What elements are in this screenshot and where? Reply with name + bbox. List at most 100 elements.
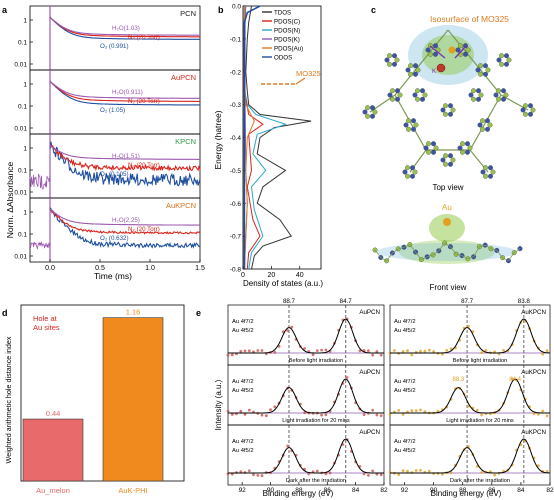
subplot-title: KPCN [175, 137, 196, 146]
bond [508, 252, 515, 261]
data-point [423, 410, 427, 414]
data-point [532, 412, 536, 416]
xtick-label: 92 [239, 487, 247, 494]
atom [408, 71, 413, 77]
atom [415, 88, 420, 94]
data-point [286, 329, 289, 332]
arrow [429, 45, 446, 59]
peak-position-label: 83.8 [518, 298, 531, 305]
atom [433, 145, 439, 151]
ytick-label: 0.01 [14, 190, 27, 197]
data-point [247, 469, 251, 473]
panel-b: b Energy (hatree) Density of states (a.u… [213, 4, 323, 289]
mo325-label: MO325 [296, 69, 321, 78]
atom [523, 111, 528, 117]
bond [398, 246, 405, 250]
data-point [239, 470, 243, 474]
subplot-pcn: 1 0.1 0.01 PCN H₂O(1.03) N₂ (20 Torr) O₂ (0.99… [14, 5, 201, 71]
atom [465, 141, 470, 147]
bond [447, 29, 502, 96]
data-point [324, 348, 328, 352]
h2o-label: H₂O(2.25) [112, 217, 140, 224]
data-point [371, 408, 375, 412]
subplot-frame [29, 5, 201, 71]
atom [406, 126, 411, 132]
atom [408, 63, 413, 69]
data-point [541, 409, 545, 413]
au-atom [443, 218, 451, 226]
atom [496, 57, 502, 63]
panel-b-letter: b [218, 5, 224, 15]
data-point [502, 348, 505, 352]
peak-label-7-2: Au 4f7/2 [394, 319, 416, 325]
h2o-curve [49, 16, 200, 36]
bar-value-label: 0.44 [46, 409, 61, 418]
bond [394, 94, 427, 151]
front-view-caption: Front view [430, 283, 467, 292]
data-point [545, 414, 549, 418]
data-point [537, 412, 540, 416]
data-point [545, 469, 549, 473]
data-point [324, 472, 328, 476]
atom [412, 169, 418, 175]
bond [496, 250, 503, 258]
atom [460, 141, 465, 147]
ytick-label: 0.1 [18, 40, 27, 47]
xtick-label: 1.0 [145, 265, 155, 272]
n2-curve [49, 80, 200, 102]
atom [471, 96, 476, 102]
top-view-caption: Top view [432, 183, 463, 192]
o2-curve [49, 16, 201, 40]
atom [426, 141, 431, 147]
ytick-label: 0.1 [18, 104, 27, 111]
data-point [230, 353, 234, 357]
odos-curve [243, 5, 261, 269]
n2-label: N₂ (20 Torr) [128, 226, 160, 233]
ytick-label: -0.7 [230, 234, 242, 241]
data-point [489, 470, 492, 473]
xtick-label: 86 [324, 487, 332, 494]
atom [465, 149, 470, 155]
bond [450, 246, 457, 255]
atom [493, 92, 499, 98]
xtick-label: 0.0 [45, 265, 55, 272]
data-point [414, 409, 418, 412]
data-point [449, 471, 453, 475]
atom [448, 161, 453, 167]
data-point [328, 471, 332, 475]
atom [384, 57, 390, 63]
k-label: K [432, 69, 436, 75]
data-point [379, 353, 383, 357]
ytick-label: -0.8 [230, 267, 242, 274]
data-point [427, 469, 431, 473]
data-point [226, 353, 230, 357]
bar-value-label: 1.16 [126, 308, 141, 317]
atom [415, 67, 421, 73]
atom [483, 71, 488, 77]
atom [392, 53, 397, 59]
legend-label: ODOS [274, 55, 292, 62]
fit-envelope [390, 378, 550, 414]
atom [390, 96, 395, 102]
atom [370, 105, 375, 111]
atom [443, 153, 448, 159]
xps-aukpcn: 87.7 83.8 AuKPCN Au 4f7/2 Au 4f5/2 Before lig… [388, 298, 554, 494]
atom [406, 118, 411, 124]
atom [426, 149, 431, 155]
h2o-curve [49, 80, 200, 99]
atom [405, 173, 410, 179]
data-point [475, 408, 479, 412]
atom [387, 61, 392, 67]
peak-label-5-2: Au 4f5/2 [232, 328, 254, 334]
atom [477, 122, 483, 128]
atom [423, 145, 429, 151]
row-caption: Light irradiation for 20 mins [446, 418, 514, 424]
atom [413, 63, 418, 69]
sample-label: AuKPCN [521, 369, 546, 376]
xtick-label: 82 [546, 487, 554, 494]
data-point [367, 474, 370, 477]
data-point [419, 349, 422, 353]
data-point [419, 468, 422, 472]
peak-label-5-2: Au 4f5/2 [394, 328, 416, 334]
